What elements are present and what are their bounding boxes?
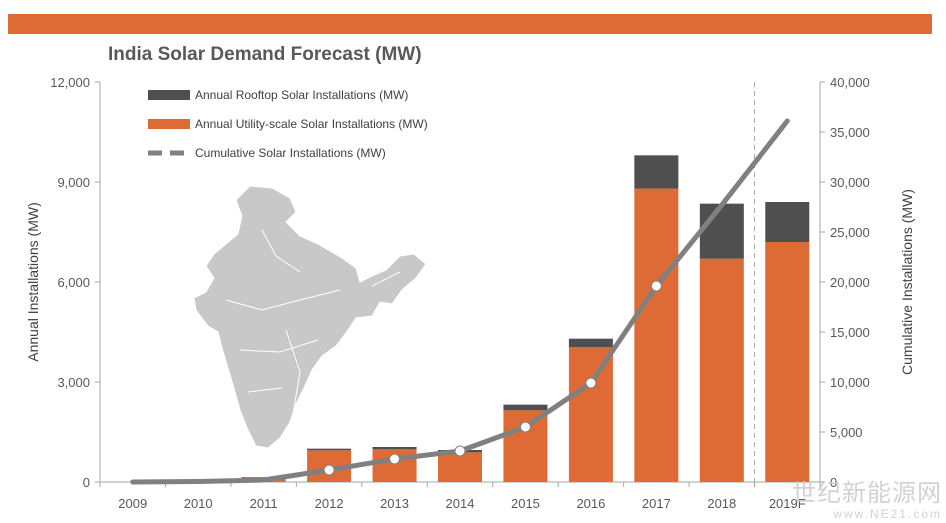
cumulative-point: [585, 377, 597, 389]
bar-rooftop: [699, 203, 744, 259]
y2-tick-label: 40,000: [830, 75, 870, 90]
bar-rooftop: [634, 155, 679, 189]
watermark-url: www.NE21.com: [833, 507, 942, 521]
legend-label: Annual Utility-scale Solar Installations…: [195, 117, 428, 131]
y2-tick-label: 30,000: [830, 175, 870, 190]
x-tick-label: 2010: [184, 496, 213, 511]
x-tick-label: 2015: [511, 496, 540, 511]
bar-rooftop: [503, 404, 548, 411]
x-tick-label: 2019F: [769, 496, 806, 511]
x-tick-label: 2018: [707, 496, 736, 511]
cumulative-point: [454, 445, 466, 457]
bar-rooftop: [765, 202, 810, 242]
y-axis-title: Annual Installations (MW): [25, 202, 41, 362]
legend-swatch: [148, 90, 190, 100]
y-tick-label: 12,000: [50, 75, 90, 90]
y2-tick-label: 15,000: [830, 325, 870, 340]
y2-tick-label: 35,000: [830, 125, 870, 140]
x-tick-label: 2016: [576, 496, 605, 511]
x-tick-label: 2013: [380, 496, 409, 511]
y-tick-label: 0: [83, 475, 90, 490]
y-tick-label: 6,000: [57, 275, 90, 290]
x-tick-label: 2014: [446, 496, 475, 511]
plot-area: 0 3,000 6,000 9,000 12,000 0 5,000 10,000 15,000…: [25, 75, 915, 511]
y2-tick-label: 20,000: [830, 275, 870, 290]
y2-tick-label: 25,000: [830, 225, 870, 240]
y2-axis-title: Cumulative Installations (MW): [899, 189, 915, 375]
legend-swatch: [148, 119, 190, 129]
cumulative-point: [389, 453, 401, 465]
y2-tick-label: 0: [830, 475, 837, 490]
legend: Annual Rooftop Solar Installations (MW) A…: [148, 88, 428, 160]
y-tick-label: 3,000: [57, 375, 90, 390]
bar-utility: [765, 242, 810, 482]
bar-utility: [699, 258, 744, 482]
bar-rooftop: [372, 447, 417, 450]
y2-tick-label: 10,000: [830, 375, 870, 390]
bar-rooftop: [568, 338, 613, 347]
india-map-image: [193, 185, 427, 449]
header-accent-band: [8, 14, 932, 34]
cumulative-point: [650, 280, 662, 292]
x-tick-label: 2012: [315, 496, 344, 511]
x-tick-label: 2009: [118, 496, 147, 511]
chart-title: India Solar Demand Forecast (MW): [108, 44, 422, 65]
bar-utility: [438, 452, 482, 482]
legend-label: Annual Rooftop Solar Installations (MW): [195, 88, 408, 102]
y-tick-label: 9,000: [57, 175, 90, 190]
bar-utility: [634, 188, 679, 482]
legend-label: Cumulative Solar Installations (MW): [195, 146, 386, 160]
y2-tick-label: 5,000: [830, 425, 863, 440]
cumulative-point: [323, 464, 335, 476]
bar-rooftop: [307, 448, 352, 451]
x-tick-label: 2017: [642, 496, 671, 511]
x-tick-label: 2011: [250, 496, 278, 511]
bar-utility: [568, 347, 613, 482]
bar-utility: [503, 410, 548, 482]
cumulative-point: [519, 421, 531, 433]
watermark: 世纪新能源网 www.NE21.com: [792, 480, 942, 522]
watermark-text: 世纪新能源网: [792, 480, 942, 507]
